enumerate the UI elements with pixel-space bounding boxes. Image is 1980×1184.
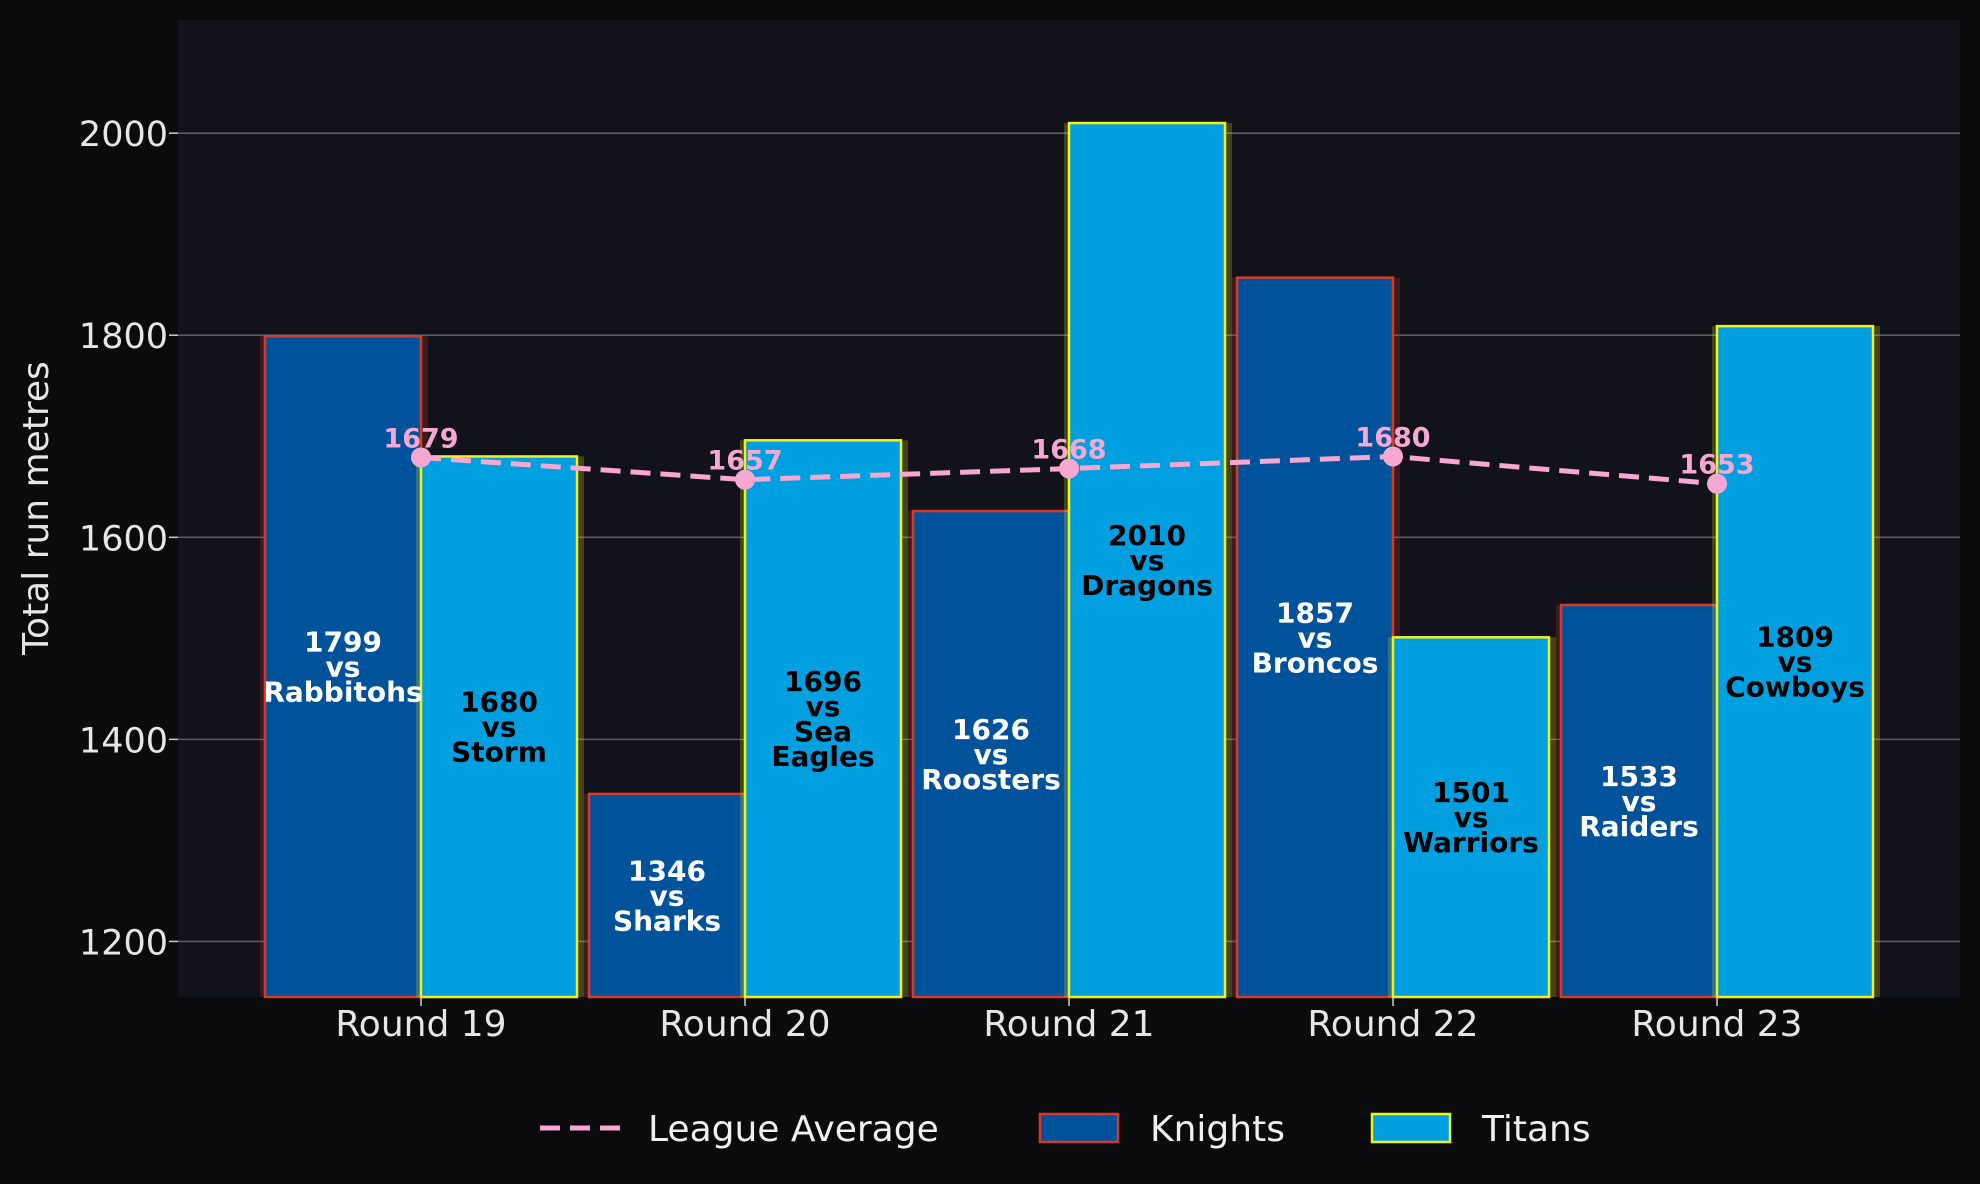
bar-value-label-line: vs <box>1130 544 1165 577</box>
bar-value-label-line: Rabbitohs <box>263 676 422 709</box>
y-tick-label: 1600 <box>79 519 168 559</box>
bar-knights-1 <box>263 334 423 999</box>
bar-value-label-line: 2010 <box>1108 519 1186 552</box>
league-average-point <box>1383 446 1403 467</box>
bar-value-label-line: 1680 <box>460 686 538 719</box>
bar-value-label-line: vs <box>806 690 841 723</box>
league-average-point <box>735 469 755 490</box>
bar-value-label-line: Roosters <box>921 763 1061 796</box>
bar-knights-5 <box>1559 603 1719 999</box>
league-average-label: 1668 <box>1031 435 1106 466</box>
bar-value-label: 1809 vs Cowboys <box>1725 621 1865 704</box>
y-axis-title: Total run metres <box>16 361 57 656</box>
league-average-point <box>411 447 431 468</box>
bar-value-label-line: 1696 <box>784 665 862 698</box>
bar-value-label: 1533 vs Raiders <box>1579 760 1699 843</box>
legend-label-titans: Titans <box>1481 1109 1591 1150</box>
league-average-point <box>1707 473 1727 494</box>
x-tick-label: Round 23 <box>1631 1004 1802 1045</box>
y-tick-label: 1800 <box>79 317 168 357</box>
bar-value-label: 1346 vs Sharks <box>613 854 721 937</box>
bar-value-label-line: Cowboys <box>1725 671 1865 704</box>
bar-titans-5 <box>1715 324 1875 999</box>
league-average-point <box>1059 458 1079 479</box>
bar-value-label: 1857 vs Broncos <box>1252 596 1379 679</box>
bar-titans-3 <box>1067 121 1227 999</box>
bar-value-label-line: vs <box>1778 646 1813 679</box>
legend-swatch-knights <box>1038 1112 1120 1144</box>
y-tick-label: 2000 <box>79 115 168 155</box>
bar-value-label-line: vs <box>1298 621 1333 654</box>
bar-value-label-line: vs <box>1622 785 1657 818</box>
bar-value-label-line: Raiders <box>1579 810 1699 843</box>
bar-value-label-line: Broncos <box>1252 646 1379 679</box>
bar-value-label-line: 1533 <box>1600 760 1678 793</box>
legend-swatch-titans <box>1370 1112 1452 1144</box>
bar-value-label-line: 1346 <box>628 854 706 887</box>
bar-knights-3 <box>911 509 1071 999</box>
league-average-label: 1657 <box>707 446 782 477</box>
y-tick-label: 1200 <box>79 923 168 963</box>
bar-value-label: 1799 vs Rabbitohs <box>263 626 422 709</box>
bar-value-label: 2010 vs Dragons <box>1081 519 1213 602</box>
league-average-label: 1679 <box>383 423 458 454</box>
bar-value-label: 1680 vs Storm <box>451 686 547 769</box>
bar-value-label-line: Sea <box>794 715 852 748</box>
x-tick-label: Round 21 <box>983 1004 1154 1045</box>
x-tick-label: Round 19 <box>335 1004 506 1045</box>
legend-label-league-average: League Average <box>648 1109 939 1150</box>
league-average-label: 1653 <box>1679 450 1754 481</box>
legend-label-knights: Knights <box>1150 1109 1285 1150</box>
bar-value-label-line: 1799 <box>304 626 382 659</box>
bar-value-label-line: vs <box>650 879 685 912</box>
bar-value-label-line: Eagles <box>771 740 874 773</box>
bar-titans-1 <box>419 455 579 999</box>
bar-value-label-line: Warriors <box>1403 826 1539 859</box>
bar-value-label-line: 1809 <box>1756 621 1834 654</box>
legend: League Average Knights Titans <box>540 1109 1591 1150</box>
y-tick-label: 1400 <box>79 721 168 761</box>
league-average-label: 1680 <box>1355 422 1430 453</box>
bar-value-label-line: vs <box>482 711 517 744</box>
bar-value-label-line: 1501 <box>1432 776 1510 809</box>
average-layer <box>411 446 1727 494</box>
bar-value-label-line: Dragons <box>1081 569 1213 602</box>
bar-value-label-line: 1857 <box>1276 596 1354 629</box>
bars-layer <box>260 121 1880 999</box>
bar-value-label: 1626 vs Roosters <box>921 713 1061 796</box>
axis-layer: 1200 1400 1600 1800 2000 Round 19 Round 20 Roun… <box>79 115 1803 1045</box>
x-tick-label: Round 22 <box>1307 1004 1478 1045</box>
bar-value-label-line: Sharks <box>613 904 721 937</box>
bar-titans-2 <box>743 439 903 999</box>
x-tick-label: Round 20 <box>659 1004 830 1045</box>
bar-value-label-line: vs <box>1454 801 1489 834</box>
bar-titans-4 <box>1391 636 1551 999</box>
bar-value-label-line: Storm <box>451 736 547 769</box>
bar-value-label-line: vs <box>326 651 361 684</box>
bar-value-label: 1501 vs Warriors <box>1403 776 1539 859</box>
bar-value-label-line: 1626 <box>952 713 1030 746</box>
bar-value-label-line: vs <box>974 738 1009 771</box>
bar-value-label: 1696 vs Sea Eagles <box>771 665 874 773</box>
